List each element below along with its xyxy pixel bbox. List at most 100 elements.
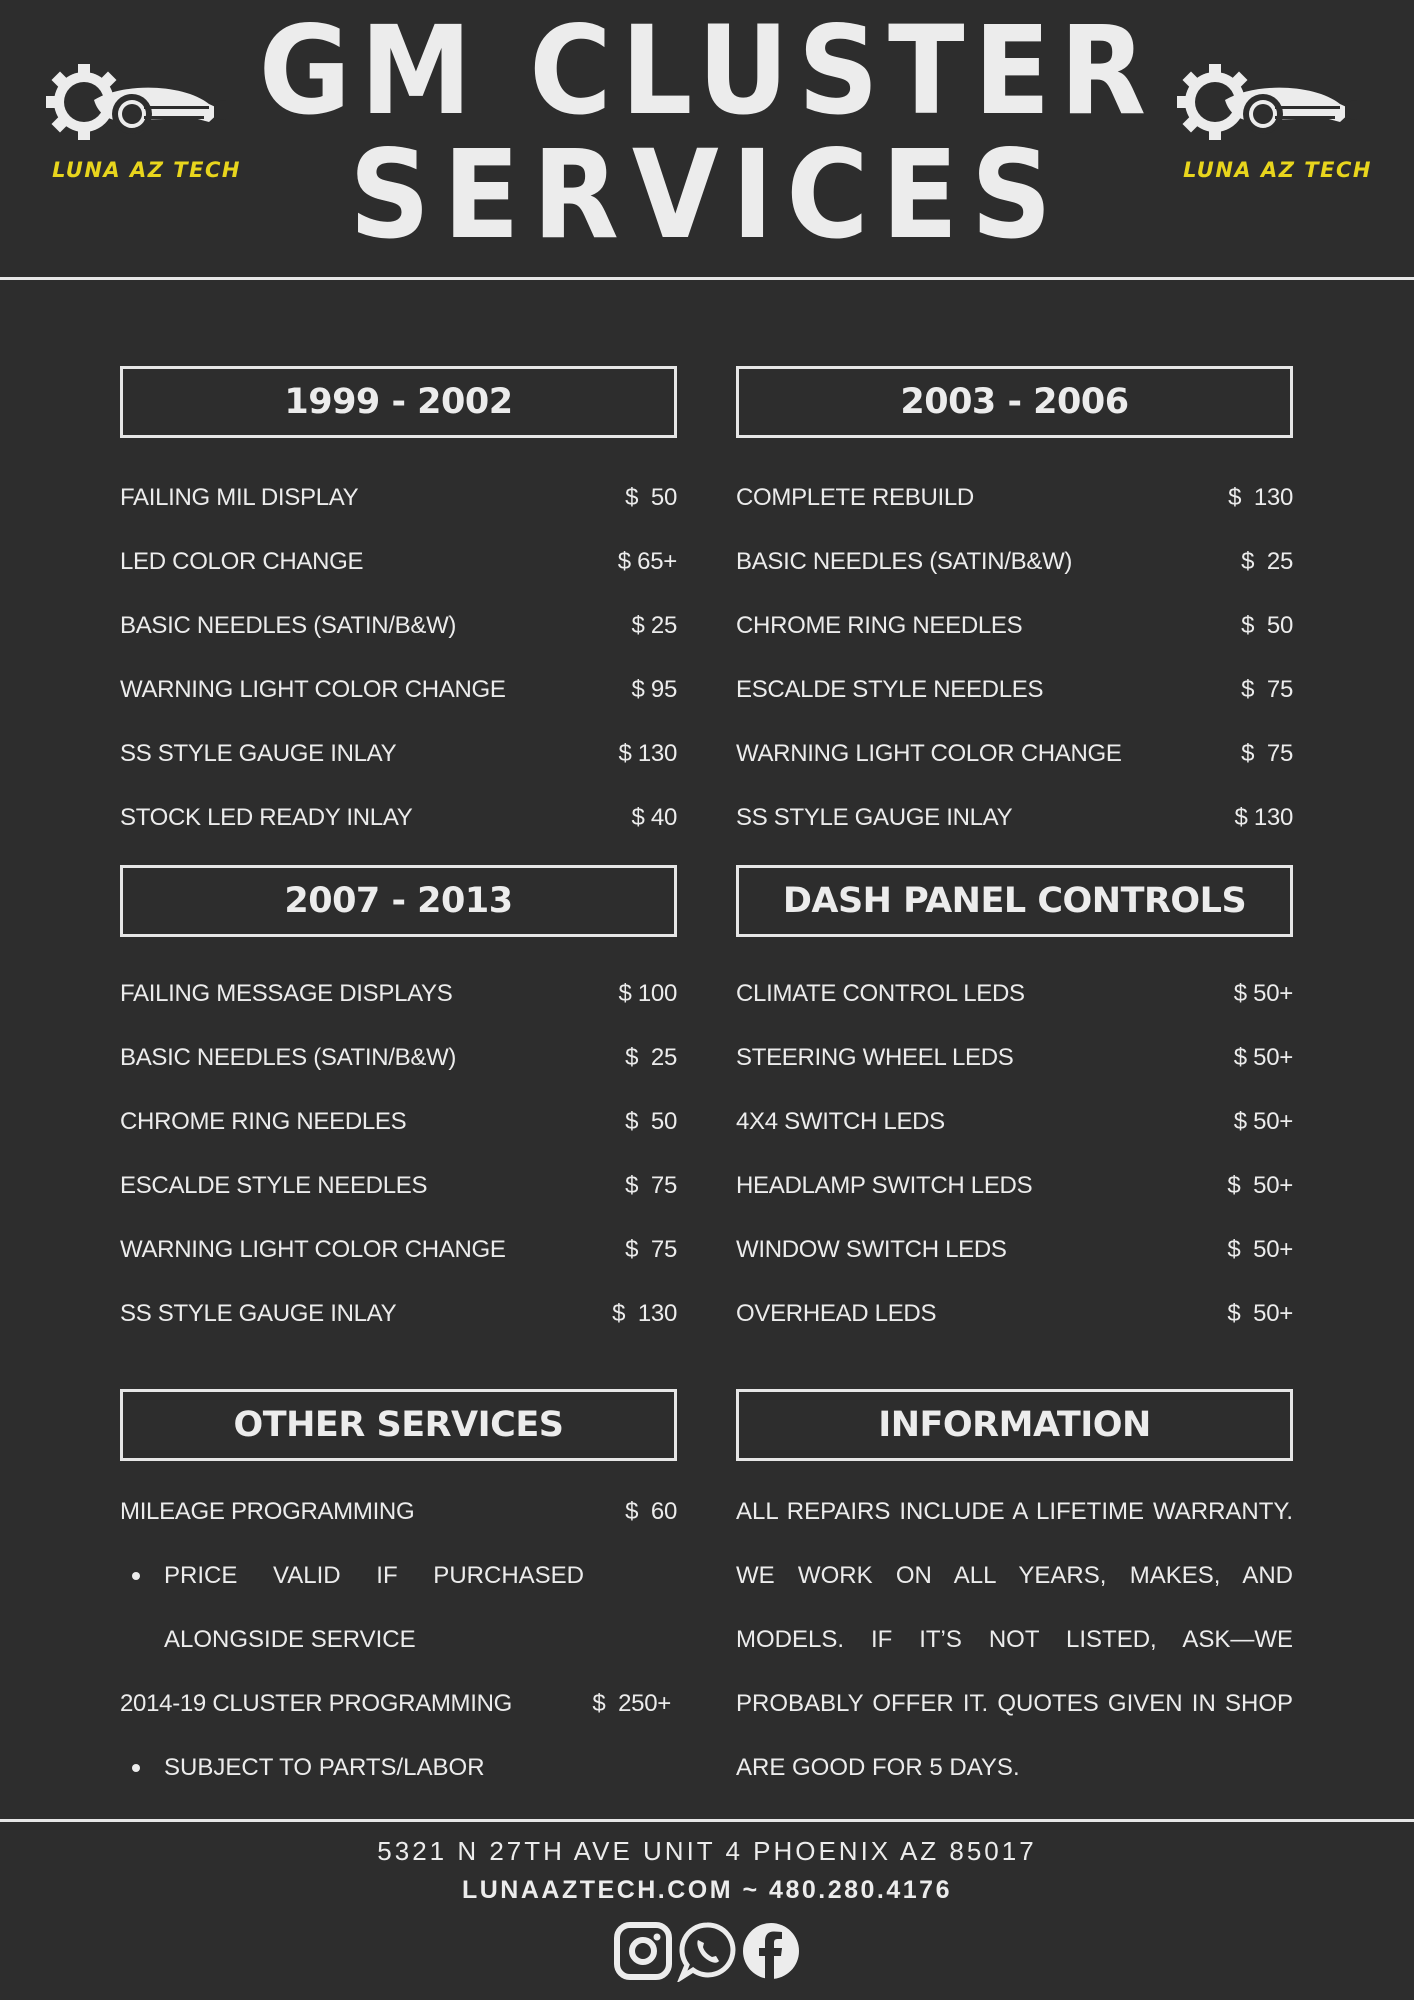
section-header-2003-2006: 2003 - 2006 [736, 366, 1293, 438]
price-row: FAILING MIL DISPLAY $ 50 [120, 466, 677, 530]
service-name: FAILING MIL DISPLAY [120, 484, 359, 511]
price-row: 4X4 SWITCH LEDS $ 50+ [736, 1090, 1293, 1154]
footer-contact: LUNAAZTECH.COM ~ 480.280.4176 [461, 1876, 952, 1904]
footer-address: 5321 N 27TH AVE UNIT 4 PHOENIX AZ 85017 [377, 1836, 1037, 1866]
brand-logo-left: LUNA AZ TECH [34, 62, 264, 192]
brand-name: LUNA AZ TECH [1183, 158, 1372, 182]
service-price: $ 75 [625, 1236, 677, 1263]
gear-car-wrench-icon [1177, 64, 1357, 140]
price-row: BASIC NEEDLES (SATIN/B&W) $ 25 [120, 594, 677, 658]
facebook-icon[interactable] [741, 1920, 801, 1982]
service-price: $ 50+ [1227, 1236, 1293, 1263]
service-name: BASIC NEEDLES (SATIN/B&W) [120, 612, 457, 639]
information-text: ALL REPAIRS INCLUDE A LIFETIME WARRANTY.… [736, 1498, 1293, 1781]
price-row: MILEAGE PROGRAMMING $ 60 [120, 1480, 677, 1544]
service-name: LED COLOR CHANGE [120, 548, 364, 575]
price-row: ESCALDE STYLE NEEDLES $ 75 [120, 1154, 677, 1218]
service-price: $ 50+ [1227, 1172, 1293, 1199]
brand-logo-right: LUNA AZ TECH [1165, 62, 1395, 192]
service-name: SS STYLE GAUGE INLAY [120, 740, 397, 767]
header-divider [0, 277, 1414, 280]
price-list-2003-2006: COMPLETE REBUILD $ 130 BASIC NEEDLES (SAT… [736, 466, 1293, 850]
price-row: BASIC NEEDLES (SATIN/B&W) $ 25 [736, 530, 1293, 594]
service-price: $ 130 [618, 740, 677, 767]
service-name: BASIC NEEDLES (SATIN/B&W) [736, 548, 1073, 575]
service-price: $ 95 [631, 676, 677, 703]
price-list-other-services: MILEAGE PROGRAMMING $ 60 PRICE VALID IF P… [120, 1480, 677, 1800]
price-row: STOCK LED READY INLAY $ 40 [120, 786, 677, 850]
service-price: $ 25 [1241, 548, 1293, 575]
price-row: WINDOW SWITCH LEDS $ 50+ [736, 1218, 1293, 1282]
service-price: $ 50 [625, 484, 677, 511]
page-title-line-2: SERVICES [349, 124, 1065, 266]
section-header-other-services: OTHER SERVICES [120, 1389, 677, 1461]
price-list-dash-panel-controls: CLIMATE CONTROL LEDS $ 50+ STEERING WHEEL… [736, 962, 1293, 1346]
service-price: $ 50+ [1227, 1300, 1293, 1327]
service-name: 4X4 SWITCH LEDS [736, 1108, 945, 1135]
service-price: $ 60 [625, 1498, 677, 1525]
service-name: STOCK LED READY INLAY [120, 804, 413, 831]
price-row: SS STYLE GAUGE INLAY $ 130 [120, 722, 677, 786]
service-name: WARNING LIGHT COLOR CHANGE [120, 1236, 506, 1263]
price-list-2007-2013: FAILING MESSAGE DISPLAYS $ 100 BASIC NEED… [120, 962, 677, 1346]
service-name: CHROME RING NEEDLES [120, 1108, 407, 1135]
service-name: ESCALDE STYLE NEEDLES [736, 676, 1044, 703]
price-row: COMPLETE REBUILD $ 130 [736, 466, 1293, 530]
service-price: $ 40 [631, 804, 677, 831]
service-name: MILEAGE PROGRAMMING [120, 1498, 415, 1525]
service-name: CHROME RING NEEDLES [736, 612, 1023, 639]
note-text: SUBJECT TO PARTS/LABOR [164, 1754, 485, 1781]
price-row: BASIC NEEDLES (SATIN/B&W) $ 25 [120, 1026, 677, 1090]
service-note: PRICE VALID IF PURCHASED ALONGSIDE SERVI… [120, 1544, 677, 1672]
service-name: ESCALDE STYLE NEEDLES [120, 1172, 428, 1199]
section-header-dash-panel-controls: DASH PANEL CONTROLS [736, 865, 1293, 937]
service-name: COMPLETE REBUILD [736, 484, 974, 511]
section-header-1999-2002: 1999 - 2002 [120, 366, 677, 438]
service-price: $ 75 [1241, 740, 1293, 767]
bullet-icon [132, 1572, 140, 1580]
price-row: CLIMATE CONTROL LEDS $ 50+ [736, 962, 1293, 1026]
price-row: OVERHEAD LEDS $ 50+ [736, 1282, 1293, 1346]
service-price: $ 50 [625, 1108, 677, 1135]
service-price: $ 25 [631, 612, 677, 639]
price-row: HEADLAMP SWITCH LEDS $ 50+ [736, 1154, 1293, 1218]
service-name: 2014-19 CLUSTER PROGRAMMING [120, 1690, 513, 1717]
price-row: STEERING WHEEL LEDS $ 50+ [736, 1026, 1293, 1090]
service-name: BASIC NEEDLES (SATIN/B&W) [120, 1044, 457, 1071]
service-name: HEADLAMP SWITCH LEDS [736, 1172, 1033, 1199]
brand-name: LUNA AZ TECH [52, 158, 241, 182]
price-row: WARNING LIGHT COLOR CHANGE $ 95 [120, 658, 677, 722]
service-name: WINDOW SWITCH LEDS [736, 1236, 1007, 1263]
whatsapp-icon[interactable] [676, 1920, 737, 1984]
service-name: CLIMATE CONTROL LEDS [736, 980, 1025, 1007]
service-name: WARNING LIGHT COLOR CHANGE [736, 740, 1122, 767]
service-name: FAILING MESSAGE DISPLAYS [120, 980, 453, 1007]
service-price: $ 50+ [1233, 1108, 1294, 1135]
price-row: WARNING LIGHT COLOR CHANGE $ 75 [736, 722, 1293, 786]
price-row: ESCALDE STYLE NEEDLES $ 75 [736, 658, 1293, 722]
service-name: WARNING LIGHT COLOR CHANGE [120, 676, 506, 703]
footer-divider [0, 1819, 1414, 1822]
service-note: SUBJECT TO PARTS/LABOR [120, 1736, 677, 1800]
gear-car-wrench-icon [46, 64, 226, 140]
service-price: $ 100 [618, 980, 677, 1007]
price-row: WARNING LIGHT COLOR CHANGE $ 75 [120, 1218, 677, 1282]
section-header-information: INFORMATION [736, 1389, 1293, 1461]
service-price: $ 130 [1234, 804, 1293, 831]
service-price: $ 50+ [1233, 1044, 1294, 1071]
price-row: SS STYLE GAUGE INLAY $ 130 [736, 786, 1293, 850]
bullet-icon [132, 1764, 140, 1772]
price-row: CHROME RING NEEDLES $ 50 [120, 1090, 677, 1154]
page-title-line-1: GM CLUSTER [258, 0, 1156, 142]
social-links [0, 1920, 1414, 1984]
section-header-2007-2013: 2007 - 2013 [120, 865, 677, 937]
price-row: CHROME RING NEEDLES $ 50 [736, 594, 1293, 658]
price-list-1999-2002: FAILING MIL DISPLAY $ 50 LED COLOR CHANGE… [120, 466, 677, 850]
price-row: LED COLOR CHANGE $ 65+ [120, 530, 677, 594]
service-price: $ 50 [1241, 612, 1293, 639]
service-name: STEERING WHEEL LEDS [736, 1044, 1014, 1071]
service-price: $ 75 [1241, 676, 1293, 703]
service-price: $ 25 [625, 1044, 677, 1071]
instagram-icon[interactable] [613, 1920, 673, 1982]
service-price: $ 75 [625, 1172, 677, 1199]
